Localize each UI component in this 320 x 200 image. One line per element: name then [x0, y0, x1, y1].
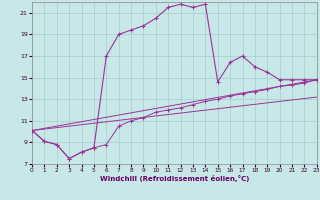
X-axis label: Windchill (Refroidissement éolien,°C): Windchill (Refroidissement éolien,°C) — [100, 175, 249, 182]
